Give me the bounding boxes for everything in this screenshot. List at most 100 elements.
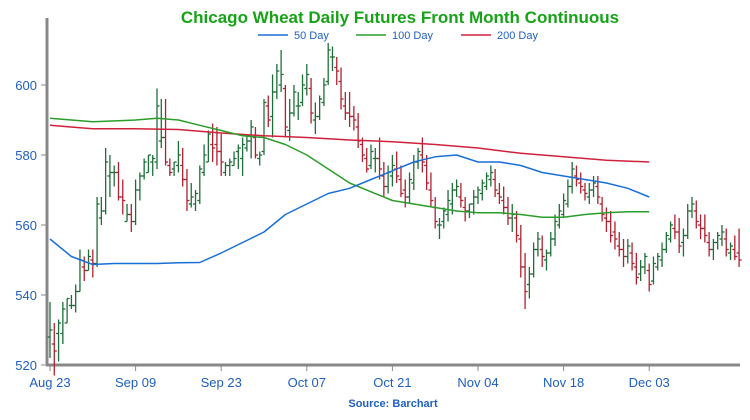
legend-item: 100 Day <box>356 30 433 42</box>
ohlc-bar <box>646 263 652 292</box>
ohlc-bar <box>274 64 280 99</box>
ohlc-bar <box>180 148 186 187</box>
ohlc-bar <box>454 179 460 197</box>
ohlc-bar <box>141 158 147 180</box>
legend-label: 50 Day <box>294 30 329 42</box>
ohlc-bar <box>668 221 674 243</box>
ohlc-bar <box>663 232 669 253</box>
ohlc-bar <box>278 50 284 92</box>
ohlc-bar <box>317 95 323 120</box>
ohlc-bar <box>133 179 139 225</box>
ohlc-bar <box>518 225 524 278</box>
ohlc-bar <box>304 64 310 96</box>
x-tick-label: Oct 21 <box>373 375 411 390</box>
ohlc-bar <box>381 162 387 197</box>
ohlc-bar <box>107 155 113 197</box>
ohlc-bar <box>163 99 169 166</box>
ohlc-bar <box>227 158 233 176</box>
ohlc-bar <box>248 120 254 159</box>
ohlc-bar <box>561 193 567 218</box>
ohlc-bar <box>347 92 353 127</box>
ohlc-bar <box>586 183 592 204</box>
ohlc-bar <box>488 165 494 187</box>
ohlc-bar <box>120 179 126 215</box>
ohlc-bar <box>68 295 74 309</box>
ohlc-bar <box>595 176 601 204</box>
ohlc-bar <box>201 144 207 176</box>
ohlc-bar <box>492 169 498 197</box>
x-tick-label: Oct 07 <box>288 375 326 390</box>
x-tick-label: Sep 09 <box>115 375 156 390</box>
ohlc-bar <box>222 162 228 176</box>
y-tick-label: 560 <box>15 218 37 233</box>
ohlc-bar <box>556 204 562 229</box>
ohlc-bar <box>115 162 121 201</box>
ohlc-bar <box>282 85 288 138</box>
y-tick-label: 580 <box>15 148 37 163</box>
ohlc-bar <box>329 46 335 71</box>
ohlc-bar <box>73 284 79 313</box>
ohlc-bar <box>612 221 618 250</box>
ohlc-bar <box>150 155 156 176</box>
x-tick-label: Dec 03 <box>629 375 670 390</box>
y-tick-label: 540 <box>15 288 37 303</box>
ohlc-bar <box>633 253 639 285</box>
ohlc-bar <box>235 144 241 169</box>
ohlc-bar <box>428 172 434 208</box>
legend-label: 100 Day <box>392 30 433 42</box>
ohlc-bar <box>175 141 181 173</box>
y-tick-label: 520 <box>15 358 37 373</box>
ohlc-bar <box>415 148 421 169</box>
ohlc-bar <box>531 242 537 278</box>
ohlc-bar <box>565 179 571 208</box>
ohlc-bar <box>94 197 100 267</box>
ohlc-bar <box>60 302 66 344</box>
ohlc-bar <box>308 78 314 124</box>
ohlc-bar <box>655 253 661 271</box>
ohlc-bar <box>689 197 695 218</box>
ohlc-bar <box>188 183 194 208</box>
ohlc-bar <box>548 232 554 257</box>
chart-title: Chicago Wheat Daily Futures Front Month … <box>181 8 619 27</box>
ohlc-bar <box>509 204 515 232</box>
ohlc-bar <box>158 99 164 148</box>
x-tick-label: Nov 04 <box>457 375 498 390</box>
y-tick-label: 600 <box>15 78 37 93</box>
ohlc-bar <box>685 204 691 239</box>
ohlc-bar <box>167 158 173 176</box>
chart-source: Source: Barchart <box>348 398 438 410</box>
ohlc-bar <box>231 151 237 167</box>
ohlc-bar <box>77 249 83 293</box>
ohlc-bar <box>287 99 293 141</box>
ohlc-bar <box>295 92 301 120</box>
ohlc-bar <box>377 137 383 180</box>
ohlc-bar <box>505 197 511 225</box>
ohlc-bar <box>372 148 378 173</box>
ohlc-bar <box>128 204 134 232</box>
ohlc-bar <box>535 232 541 257</box>
ohlc-bar <box>603 207 609 232</box>
ohlc-bar <box>723 228 729 257</box>
ohlc-bar <box>496 183 502 204</box>
ohlc-bar <box>458 183 464 208</box>
chart-legend: 50 Day 100 Day 200 Day <box>258 30 538 42</box>
ohlc-bar <box>145 154 151 174</box>
ohlc-bar <box>210 123 216 162</box>
ohlc-bar <box>265 95 271 127</box>
ohlc-bar <box>103 148 109 215</box>
ohlc-bar <box>111 165 117 187</box>
ohlc-bar <box>193 190 199 211</box>
ohlc-bar <box>240 137 246 176</box>
ohlc-bar <box>552 214 558 246</box>
ohlc-bar <box>659 242 665 267</box>
ohlc-bar <box>621 239 627 267</box>
ohlc-bar <box>394 151 400 183</box>
ohlc-bar <box>728 242 734 260</box>
ohlc-bar <box>616 232 622 257</box>
ohlc-bar <box>526 267 532 299</box>
ohlc-bar <box>56 319 62 362</box>
x-tick-label: Aug 23 <box>29 375 70 390</box>
ohlc-bar <box>719 225 725 246</box>
